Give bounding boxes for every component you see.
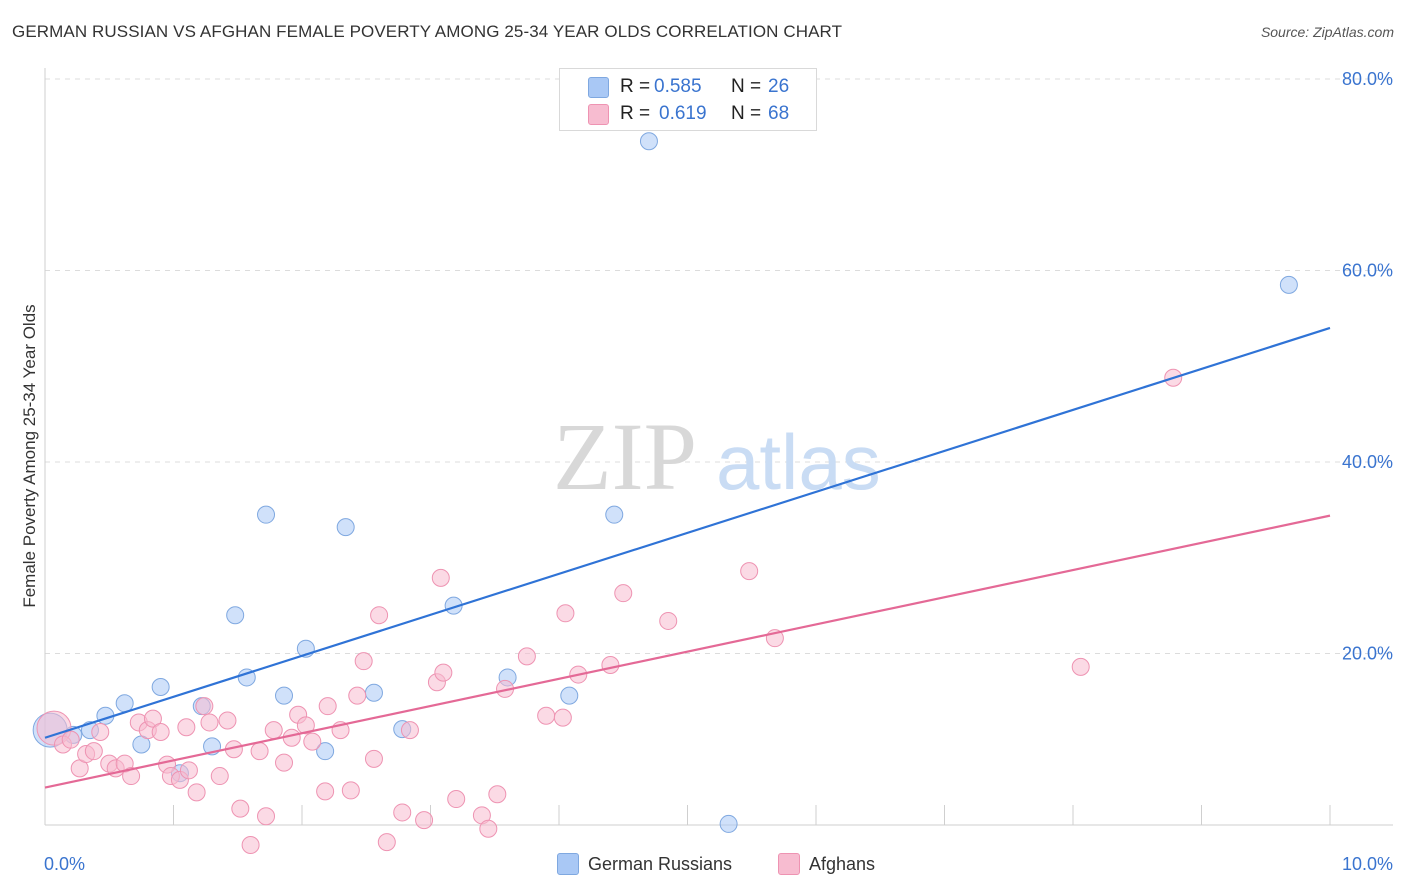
y-tick-label: 20.0% bbox=[1342, 644, 1393, 664]
data-point-german-russians bbox=[226, 606, 245, 625]
trend-line-afghans bbox=[44, 514, 1331, 789]
chart-title: GERMAN RUSSIAN VS AFGHAN FEMALE POVERTY … bbox=[12, 22, 843, 41]
legend-n-label: N = bbox=[731, 76, 762, 97]
data-point-afghans bbox=[614, 584, 633, 603]
data-point-afghans bbox=[303, 732, 322, 751]
y-axis-label: Female Poverty Among 25-34 Year Olds bbox=[20, 304, 39, 607]
legend-n-label: N = bbox=[731, 103, 762, 124]
data-point-afghans bbox=[364, 749, 383, 768]
x-tick-label: 0.0% bbox=[44, 854, 85, 874]
data-point-afghans bbox=[488, 785, 507, 804]
y-tick-label: 80.0% bbox=[1342, 69, 1393, 89]
trend-line-german-russians bbox=[44, 326, 1331, 739]
legend-r-value: 0.585 bbox=[654, 76, 702, 97]
data-point-afghans bbox=[434, 663, 453, 682]
legend-swatch-german-russians bbox=[557, 853, 579, 875]
data-point-afghans bbox=[195, 697, 214, 716]
data-point-german-russians bbox=[719, 814, 738, 833]
data-point-afghans bbox=[447, 790, 466, 809]
data-point-german-russians bbox=[605, 505, 624, 524]
legend-r-label: R = bbox=[620, 103, 651, 124]
data-point-afghans bbox=[264, 721, 283, 740]
legend-n-value: 68 bbox=[768, 103, 790, 124]
legend-r-value: 0.619 bbox=[659, 103, 707, 124]
data-point-afghans bbox=[659, 611, 678, 630]
data-point-afghans bbox=[84, 742, 103, 761]
data-point-german-russians bbox=[560, 686, 579, 705]
legend-swatch-afghans bbox=[778, 853, 800, 875]
legend-r-label: R = bbox=[620, 76, 651, 97]
data-point-afghans bbox=[517, 647, 536, 666]
data-point-german-russians bbox=[316, 742, 335, 761]
data-point-afghans bbox=[415, 811, 434, 830]
x-tick-label: 10.0% bbox=[1342, 854, 1393, 874]
data-point-afghans bbox=[282, 728, 301, 747]
data-point-afghans bbox=[250, 742, 269, 761]
watermark: ZIP atlas bbox=[553, 403, 881, 510]
data-point-german-russians bbox=[336, 518, 355, 537]
trend-lines bbox=[44, 326, 1331, 789]
legend-n-value: 26 bbox=[768, 76, 790, 97]
data-point-afghans bbox=[187, 783, 206, 802]
data-point-afghans bbox=[537, 706, 556, 725]
gridlines bbox=[45, 78, 1393, 654]
data-point-german-russians bbox=[639, 132, 658, 151]
data-point-german-russians bbox=[1279, 275, 1298, 294]
data-point-afghans bbox=[275, 753, 294, 772]
data-point-afghans bbox=[393, 803, 412, 822]
data-point-afghans bbox=[553, 708, 572, 727]
data-point-afghans bbox=[143, 709, 162, 728]
data-point-afghans bbox=[179, 761, 198, 780]
legend-label-afghans: Afghans bbox=[809, 854, 876, 874]
data-point-afghans bbox=[341, 781, 360, 800]
data-point-afghans bbox=[377, 833, 396, 852]
data-point-afghans bbox=[318, 697, 337, 716]
data-point-afghans bbox=[218, 711, 237, 730]
data-point-afghans bbox=[210, 767, 229, 786]
scatter-points bbox=[32, 132, 1298, 854]
correlation-legend: R = 0.585 N = 26 R = 0.619 N = 68 bbox=[559, 68, 817, 131]
data-point-afghans bbox=[61, 730, 80, 749]
data-point-afghans bbox=[200, 713, 219, 732]
data-point-afghans bbox=[257, 807, 276, 826]
data-point-german-russians bbox=[364, 683, 383, 702]
data-point-afghans bbox=[354, 652, 373, 671]
data-point-afghans bbox=[431, 568, 450, 587]
data-point-afghans bbox=[296, 716, 315, 735]
watermark-zip: ZIP bbox=[553, 403, 697, 510]
legend-label-german-russians: German Russians bbox=[588, 854, 733, 874]
data-point-afghans bbox=[1071, 657, 1090, 676]
data-point-german-russians bbox=[275, 686, 294, 705]
data-point-afghans bbox=[122, 767, 141, 786]
data-point-afghans bbox=[177, 718, 196, 737]
data-point-afghans bbox=[479, 819, 498, 838]
data-point-afghans bbox=[241, 836, 260, 854]
tick-labels: 20.0% 40.0% 60.0% 80.0% 0.0% 10.0% bbox=[44, 69, 1393, 874]
data-point-german-russians bbox=[257, 505, 276, 524]
watermark-atlas: atlas bbox=[716, 418, 881, 506]
legend-swatch-afghans bbox=[588, 104, 609, 125]
data-point-german-russians bbox=[115, 694, 134, 713]
data-point-afghans bbox=[370, 606, 389, 625]
data-point-afghans bbox=[400, 721, 419, 740]
data-point-afghans bbox=[231, 799, 250, 818]
data-point-german-russians bbox=[151, 678, 170, 697]
data-point-afghans bbox=[151, 723, 170, 742]
data-point-afghans bbox=[556, 604, 575, 623]
data-point-afghans bbox=[740, 562, 759, 581]
data-point-afghans bbox=[316, 782, 335, 801]
y-tick-label: 60.0% bbox=[1342, 261, 1393, 281]
data-point-afghans bbox=[91, 723, 110, 742]
legend-swatch-german-russians bbox=[588, 77, 609, 98]
source-credit: Source: ZipAtlas.com bbox=[1260, 24, 1394, 40]
y-tick-label: 40.0% bbox=[1342, 452, 1393, 472]
data-point-afghans bbox=[601, 655, 620, 674]
data-point-afghans bbox=[348, 686, 367, 705]
